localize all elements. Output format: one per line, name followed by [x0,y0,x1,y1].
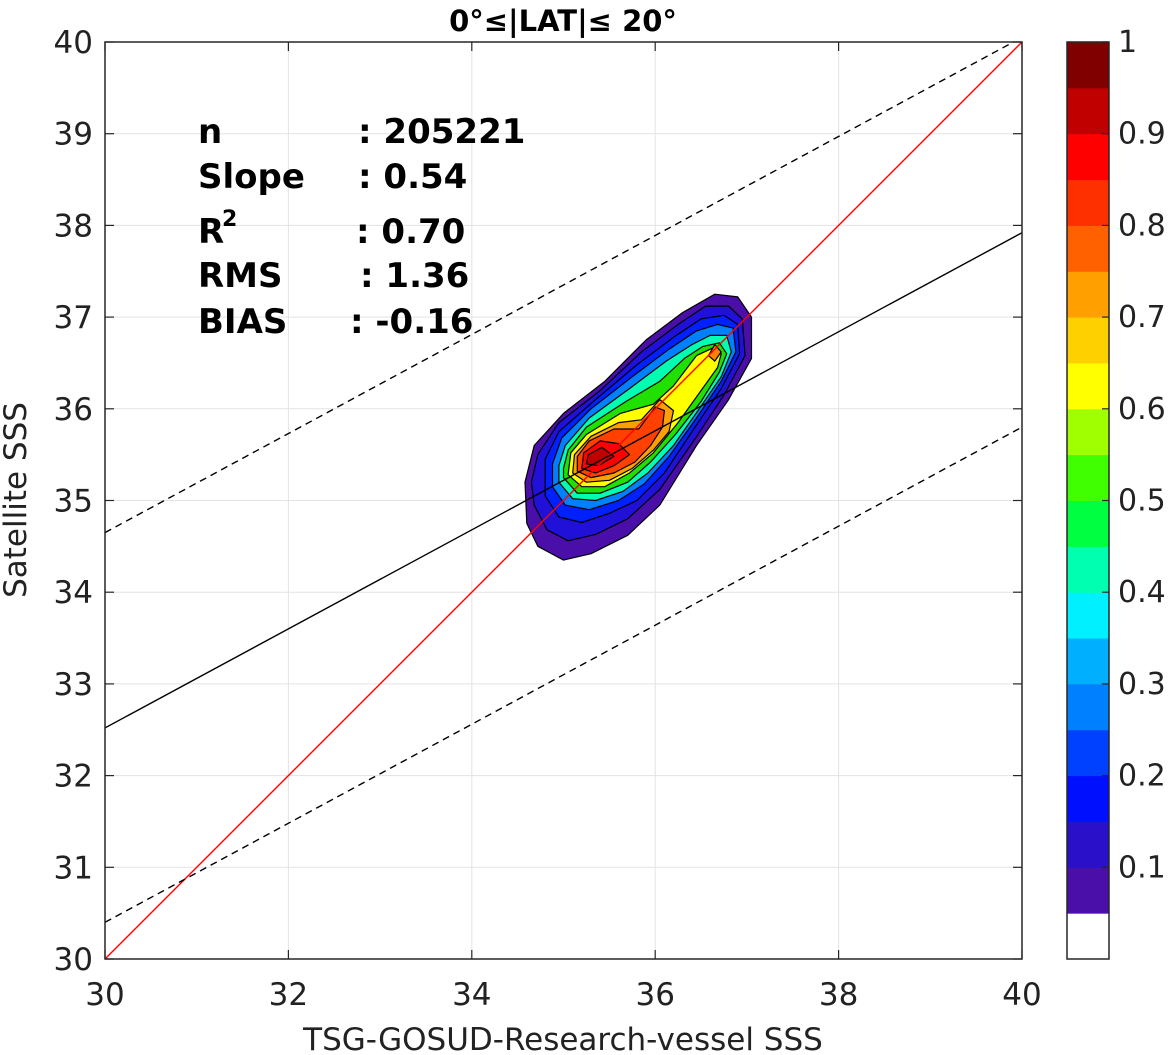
lower-bound-line [105,426,1022,923]
colorbar-segment [1067,408,1109,456]
y-tick-label: 35 [54,484,93,520]
x-axis-label: TSG-GOSUD-Research-vessel SSS [302,1022,823,1055]
y-tick-label: 39 [54,117,93,153]
colorbar-segment [1067,683,1109,731]
colorbar-segment [1067,133,1109,181]
y-tick-label: 30 [54,942,93,978]
colorbar-segment [1067,867,1109,914]
colorbar-segment [1067,775,1109,822]
colorbar-tick-label: 0.7 [1118,300,1166,335]
colorbar-segment [1067,500,1109,547]
colorbar-segment [1067,913,1109,960]
colorbar-tick-label: 0.6 [1118,392,1166,427]
colorbar-segment [1067,317,1109,364]
y-tick-label: 37 [54,300,93,336]
chart-title: 0°≤|LAT|≤ 20° [449,4,677,38]
fit-line [105,232,1022,729]
x-tick-label: 36 [635,977,674,1013]
colorbar-segment [1067,638,1109,685]
stat-r2-superscript: 2 [222,207,237,232]
stat-n-label: n [198,112,222,152]
density-contour-0.95 [585,446,615,467]
colorbar-tick-label: 0.1 [1118,850,1166,885]
x-tick-label: 32 [269,977,308,1013]
colorbar-segment [1067,592,1109,639]
density-peak [707,343,722,362]
stat-rms-value: : 1.36 [360,256,469,296]
colorbar-segment [1067,42,1109,89]
stat-bias-value: : -0.16 [350,302,473,342]
y-tick-label: 38 [54,208,93,244]
colorbar-segment [1067,271,1109,318]
colorbar-segment [1067,87,1109,135]
colorbar-tick-label: 0.3 [1118,667,1166,702]
colorbar-tick-label: 0.4 [1118,575,1166,610]
y-tick-labels: 30 31 32 33 34 35 36 37 38 39 40 [54,25,93,978]
axis-ticks [104,41,1023,960]
colorbar-tick-label: 0.8 [1118,208,1166,243]
reference-lines [105,42,1022,959]
x-tick-label: 34 [452,977,491,1013]
colorbar-segment [1067,225,1109,272]
colorbar-tick-label: 1 [1118,25,1137,60]
colorbar-segment [1067,546,1109,593]
identity-line [105,42,1022,959]
stat-n-value: : 205221 [358,112,525,152]
x-tick-label: 30 [85,977,124,1013]
x-tick-labels: 30 32 34 36 38 40 [85,977,1041,1013]
colorbar-segment [1067,179,1109,226]
x-tick-label: 38 [819,977,858,1013]
x-tick-label: 40 [1002,977,1041,1013]
upper-bound-line [105,42,1015,534]
colorbar-segment [1067,821,1109,868]
stat-r2-value: : 0.70 [356,212,465,252]
stat-slope-label: Slope [198,157,305,197]
y-tick-label: 40 [54,25,93,61]
colorbar-tick-label: 0.2 [1118,759,1166,794]
stat-rms-label: RMS [198,256,283,296]
y-tick-label: 36 [54,392,93,428]
statistics-annotation: n : 205221 Slope : 0.54 R 2 : 0.70 RMS :… [198,112,525,342]
y-tick-label: 33 [54,667,93,703]
colorbar-segment [1067,729,1109,777]
y-tick-label: 31 [54,850,93,886]
y-tick-label: 34 [54,575,93,611]
y-tick-label: 32 [54,759,93,795]
stat-bias-label: BIAS [198,302,287,342]
colorbar-segment [1067,454,1109,501]
stat-r2-label: R [198,212,224,252]
colorbar-tick-label: 0.5 [1118,484,1166,519]
colorbar: 0.1 0.2 0.3 0.4 0.5 0.6 0.7 0.8 0.9 1 [1066,25,1166,960]
colorbar-tick-label: 0.9 [1118,117,1166,152]
plot-area [104,41,1023,960]
y-axis-label: Satellite SSS [0,402,34,598]
colorbar-segment [1067,362,1109,410]
stat-slope-value: : 0.54 [358,157,467,197]
